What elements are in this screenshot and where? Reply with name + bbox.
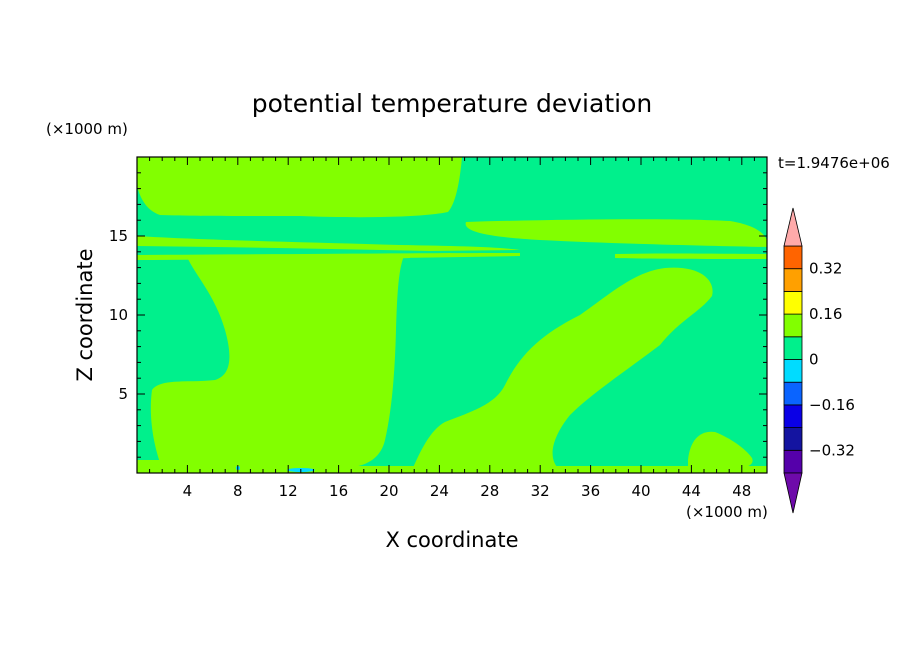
y-axis-ticks: 5 10 15 <box>109 172 767 458</box>
colorbar-segment <box>783 359 803 383</box>
region-upper-left <box>137 157 462 218</box>
x-tick-label: 40 <box>631 482 650 500</box>
x-tick-label: 8 <box>233 482 243 500</box>
colorbar-segment <box>783 449 803 474</box>
x-unit-label: (×1000 m) <box>686 503 768 521</box>
x-axis-ticks: 4 8 12 16 20 24 28 32 36 40 44 48 <box>149 157 755 500</box>
x-tick-label: 16 <box>329 482 348 500</box>
positive-regions <box>137 157 767 473</box>
x-tick-label: 36 <box>581 482 600 500</box>
colorbar-under-arrow <box>783 472 803 514</box>
x-tick-label: 44 <box>682 482 701 500</box>
contour-field <box>137 157 767 473</box>
colorbar-tick-label: 0.32 <box>809 260 842 278</box>
x-tick-label: 24 <box>430 482 449 500</box>
colorbar-segment <box>783 404 803 428</box>
colorbar-segment <box>783 245 803 270</box>
colorbar-tick-label: −0.32 <box>809 441 855 459</box>
region-band-upper <box>137 236 520 251</box>
y-axis-label: Z coordinate <box>73 248 97 381</box>
z-unit-label: (×1000 m) <box>46 120 128 138</box>
x-tick-label: 32 <box>531 482 550 500</box>
region-lower-left-strip <box>137 430 285 473</box>
colorbar-segment <box>783 336 803 360</box>
region-blob-45 <box>688 431 753 471</box>
colorbar: 0.32 0.16 0 −0.16 −0.32 <box>783 207 855 514</box>
y-tick-label: 15 <box>109 227 128 245</box>
time-label: t=1.9476e+06 <box>778 154 890 172</box>
x-tick-label: 20 <box>379 482 398 500</box>
x-tick-label: 4 <box>183 482 193 500</box>
colorbar-tick-label: 0.16 <box>809 305 842 323</box>
x-axis-label: X coordinate <box>385 528 518 552</box>
colorbar-tick-label: 0 <box>809 351 819 369</box>
colorbar-tick-label: −0.16 <box>809 396 855 414</box>
colorbar-segment <box>783 268 803 292</box>
colorbar-segment <box>783 290 803 315</box>
colorbar-over-arrow <box>783 207 803 247</box>
region-band-lower-right <box>615 253 767 259</box>
colorbar-segment <box>783 427 803 451</box>
y-tick-label: 10 <box>109 306 128 324</box>
region-diagonal <box>412 267 713 470</box>
region-central-column <box>150 255 404 469</box>
y-tick-label: 5 <box>118 385 128 403</box>
x-tick-label: 48 <box>732 482 751 500</box>
region-band-right <box>465 219 767 247</box>
chart-title: potential temperature deviation <box>252 89 652 118</box>
x-tick-label: 12 <box>279 482 298 500</box>
colorbar-segment <box>783 381 803 406</box>
x-tick-label: 28 <box>480 482 499 500</box>
colorbar-segment <box>783 313 803 338</box>
